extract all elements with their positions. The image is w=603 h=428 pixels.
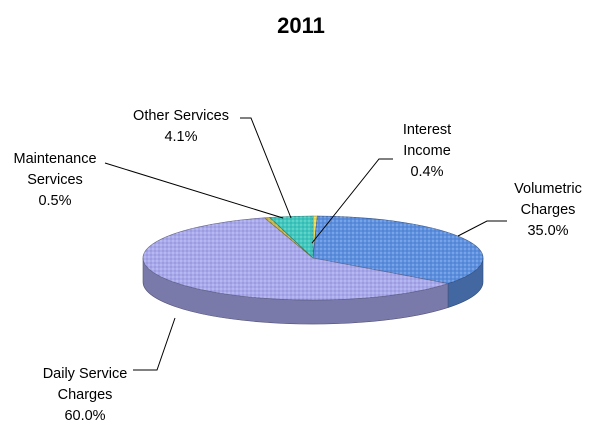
leader-line-4 (240, 117, 292, 219)
leader-line-3 (104, 162, 284, 219)
slice-4 (268, 215, 314, 259)
slice-labels: Interest Income 0.4% Volumetric Charges 35.0%… (13, 108, 581, 424)
slice-label-1: Volumetric Charges 35.0% (514, 181, 582, 239)
leader-line-0 (311, 158, 393, 244)
leader-line-2 (133, 317, 176, 371)
slice-1 (312, 215, 484, 284)
pie-tops (142, 215, 484, 301)
leader-line-1 (457, 220, 507, 237)
slice-2 (142, 217, 449, 301)
slice-label-2: Daily Service Charges 60.0% (43, 366, 128, 424)
chart-title: 2011 (277, 13, 325, 38)
slice-label-4: Other Services 4.1% (133, 108, 229, 145)
slice-label-0: Interest Income 0.4% (403, 122, 451, 180)
slice-label-3: Maintenance Services 0.5% (13, 151, 96, 209)
leader-lines (104, 117, 507, 371)
